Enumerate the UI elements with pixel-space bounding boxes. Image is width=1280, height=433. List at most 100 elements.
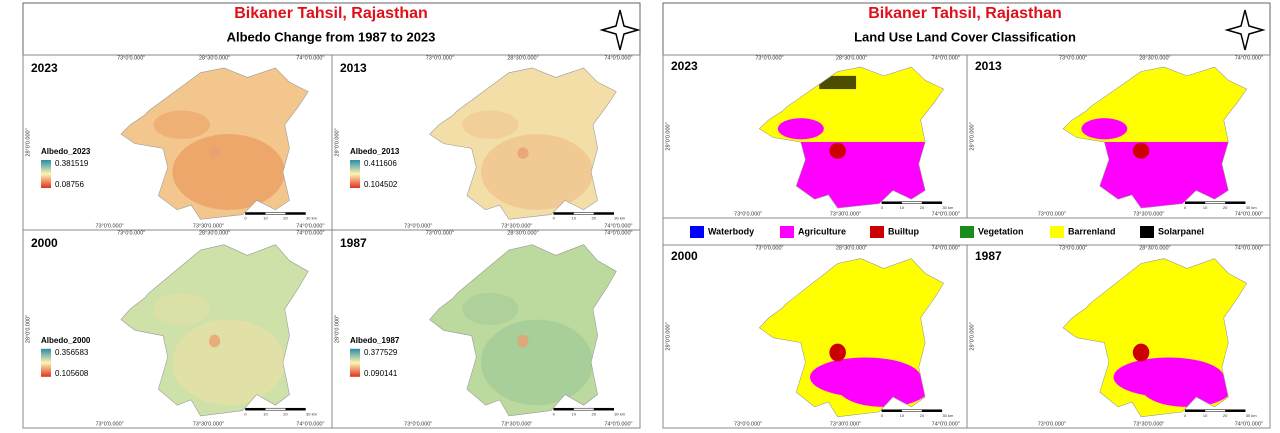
year-label: 2000: [671, 249, 698, 263]
scale-label: 0: [881, 413, 884, 418]
coord-label: 73°0'0.000": [734, 211, 762, 217]
legend-title: Albedo_2023: [41, 147, 91, 156]
scale-bar: [245, 212, 266, 215]
scale-label: 20: [1223, 205, 1228, 210]
coord-label: 73°0'0.000": [426, 230, 454, 236]
scale-label: 30 km: [942, 413, 954, 418]
legend-swatch: [960, 226, 974, 238]
albedo-title: Bikaner Tahsil, Rajasthan: [234, 5, 428, 22]
coord-label: 73°0'0.000": [1038, 211, 1066, 217]
coord-label: 73°0'0.000": [404, 421, 432, 427]
scale-label: 20: [283, 411, 288, 416]
land-patch: [208, 147, 221, 159]
scale-label: 10: [1203, 205, 1208, 210]
coord-label: 74°0'0.000": [932, 55, 960, 61]
scale-label: 30 km: [306, 216, 318, 221]
coord-label: 74°0'0.000": [932, 211, 960, 217]
coord-label: 74°0'0.000": [296, 223, 324, 229]
land-patch: [462, 110, 519, 139]
land-patch: [153, 110, 210, 139]
legend-swatch: [1140, 226, 1154, 238]
legend-swatch: [690, 226, 704, 238]
lulc-subtitle: Land Use Land Cover Classification: [854, 29, 1076, 44]
coord-label: 28°30'0.000": [1139, 55, 1170, 61]
coord-label: 74°0'0.000": [604, 421, 632, 427]
coord-label: 28°0'0.000": [665, 122, 671, 150]
lulc-title: Bikaner Tahsil, Rajasthan: [868, 5, 1062, 22]
legend-min: 0.105608: [55, 369, 89, 378]
land-patch: [172, 134, 285, 210]
coord-label: 73°0'0.000": [1059, 55, 1087, 61]
coord-label: 28°0'0.000": [25, 128, 31, 156]
scale-label: 10: [572, 216, 577, 221]
coord-label: 73°0'0.000": [426, 55, 454, 61]
land-patch: [1132, 142, 1150, 159]
scale-bar: [285, 212, 306, 215]
scale-label: 30 km: [1246, 413, 1258, 418]
legend-max: 0.411606: [364, 159, 397, 168]
year-label: 1987: [975, 249, 1002, 263]
scale-bar: [593, 408, 614, 411]
scale-bar: [285, 408, 306, 411]
coord-label: 28°0'0.000": [665, 322, 671, 350]
north-arrow: [1224, 9, 1266, 51]
land-patch: [777, 118, 824, 140]
legend-ramp: [41, 348, 51, 377]
scale-bar: [1225, 409, 1246, 412]
legend-swatch: [870, 226, 884, 238]
land-patch: [1131, 155, 1206, 191]
coord-label: 74°0'0.000": [1235, 55, 1263, 61]
land-patch: [480, 319, 593, 406]
scale-label: 20: [920, 205, 925, 210]
legend-min: 0.104502: [364, 180, 398, 189]
scale-bar: [593, 212, 614, 215]
legend-label: Agriculture: [798, 226, 846, 236]
coord-label: 73°0'0.000": [404, 223, 432, 229]
coord-label: 74°0'0.000": [1235, 211, 1263, 217]
scale-bar: [1185, 409, 1206, 412]
legend-swatch: [1050, 226, 1064, 238]
coord-label: 73°0'0.000": [755, 245, 783, 251]
land-patch: [172, 319, 285, 406]
land-patch: [1081, 315, 1128, 340]
coord-label: 28°30'0.000": [1139, 245, 1170, 251]
coord-label: 74°0'0.000": [1235, 421, 1263, 427]
scale-label: 20: [920, 413, 925, 418]
coord-label: 73°0'0.000": [95, 223, 123, 229]
year-label: 2000: [31, 236, 58, 250]
scale-label: 30 km: [614, 411, 626, 416]
scale-label: 0: [1184, 413, 1187, 418]
coord-label: 74°0'0.000": [296, 421, 324, 427]
coord-label: 73°30'0.000": [830, 211, 861, 217]
coord-label: 73°30'0.000": [1133, 211, 1164, 217]
coord-label: 73°30'0.000": [193, 223, 224, 229]
scale-label: 20: [592, 411, 597, 416]
coord-label: 73°0'0.000": [1038, 421, 1066, 427]
land-patch: [208, 334, 221, 348]
land-patch: [837, 93, 930, 129]
coord-label: 28°0'0.000": [334, 128, 340, 156]
land-patch: [480, 134, 593, 210]
coord-label: 73°0'0.000": [95, 421, 123, 427]
year-label: 2013: [975, 59, 1002, 73]
legend-ramp: [41, 160, 51, 188]
coord-label: 28°30'0.000": [199, 230, 230, 236]
coord-label: 73°30'0.000": [1133, 421, 1164, 427]
scale-label: 30 km: [306, 411, 318, 416]
scale-bar: [1225, 201, 1246, 204]
coord-label: 73°30'0.000": [830, 421, 861, 427]
scale-bar: [921, 409, 942, 412]
coord-label: 73°0'0.000": [117, 55, 145, 61]
legend-label: Solarpanel: [1158, 226, 1204, 236]
scale-label: 30 km: [942, 205, 954, 210]
land-patch: [819, 75, 857, 90]
legend-title: Albedo_2013: [350, 147, 400, 156]
scale-label: 0: [244, 411, 247, 416]
legend-label: Builtup: [888, 226, 919, 236]
legend-label: Barrenland: [1068, 226, 1116, 236]
land-patch: [153, 292, 210, 325]
year-label: 2013: [340, 61, 367, 75]
coord-label: 73°0'0.000": [117, 230, 145, 236]
legend-title: Albedo_2000: [41, 336, 91, 345]
